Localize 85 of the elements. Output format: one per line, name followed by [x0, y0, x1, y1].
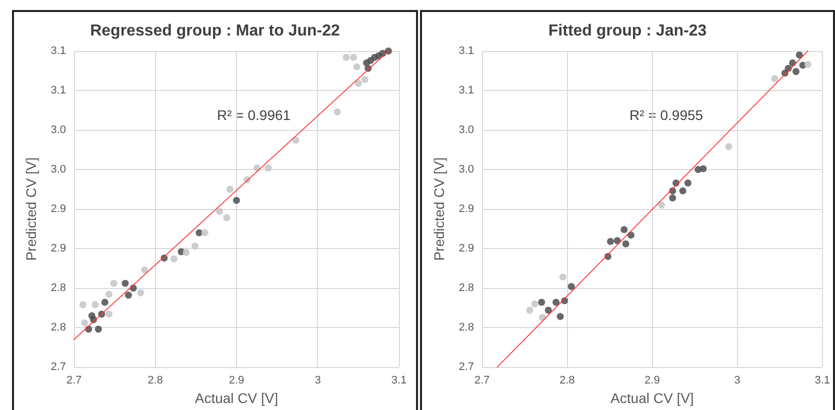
- y-tick-label: 3.1: [458, 45, 474, 57]
- point: [354, 80, 362, 87]
- y-tick-label: 3.1: [458, 84, 474, 97]
- y-axis-title: Predicted CV [V]: [431, 157, 447, 261]
- point: [363, 59, 370, 66]
- x-tick-label: 3.1: [391, 374, 407, 387]
- point: [679, 187, 686, 194]
- y-tick-label: 2.9: [458, 203, 474, 216]
- x-tick-label: 2.7: [474, 374, 490, 387]
- y-tick-label: 3.0: [50, 164, 66, 176]
- x-tick-label: 2.9: [228, 374, 244, 387]
- point: [79, 301, 86, 308]
- y-tick-label: 3.0: [50, 124, 66, 136]
- point: [141, 266, 148, 274]
- x-axis-title: Actual CV [V]: [610, 390, 694, 406]
- point: [538, 298, 546, 306]
- point: [725, 143, 732, 150]
- point: [334, 108, 341, 116]
- y-tick-label: 2.9: [50, 242, 66, 255]
- y-tick-label: 3.1: [50, 45, 66, 57]
- point: [292, 136, 300, 144]
- point: [192, 242, 199, 250]
- x-axis-title: Actual CV [V]: [194, 390, 278, 406]
- point: [669, 194, 676, 202]
- point: [342, 54, 350, 61]
- point: [124, 292, 132, 299]
- point: [684, 179, 692, 186]
- y-tick-label: 2.9: [50, 203, 66, 216]
- x-tick-label: 3: [734, 374, 740, 387]
- point: [792, 68, 800, 76]
- chart-title: Fitted group : Jan-23: [548, 22, 707, 40]
- y-tick-label: 3.1: [50, 84, 66, 97]
- point: [568, 282, 575, 290]
- x-tick-label: 3.1: [814, 374, 830, 387]
- point: [92, 301, 99, 308]
- point: [201, 229, 208, 236]
- point: [606, 238, 614, 245]
- y-tick-label: 2.8: [458, 282, 474, 294]
- point: [350, 54, 357, 61]
- point: [216, 208, 223, 215]
- point: [101, 298, 108, 306]
- y-tick-label: 3.0: [458, 164, 474, 176]
- point: [182, 249, 190, 256]
- point: [526, 306, 534, 314]
- y-tick-label: 2.7: [458, 361, 474, 374]
- y-tick-label: 3.0: [458, 124, 474, 136]
- point: [804, 60, 812, 68]
- x-tick-label: 3: [314, 374, 321, 387]
- point: [556, 313, 564, 320]
- y-tick-label: 2.9: [458, 242, 474, 255]
- y-tick-label: 2.7: [50, 361, 66, 374]
- y-tick-label: 2.8: [50, 282, 66, 294]
- point: [233, 196, 240, 204]
- point: [137, 289, 144, 296]
- x-tick-label: 2.8: [148, 374, 163, 387]
- point: [552, 298, 560, 306]
- x-tick-label: 2.9: [644, 374, 660, 387]
- point: [226, 186, 234, 193]
- point: [122, 280, 129, 287]
- point: [771, 75, 778, 82]
- point: [105, 290, 112, 298]
- chart-title: Regressed group : Mar to Jun-22: [90, 22, 340, 40]
- point: [694, 166, 702, 174]
- point: [620, 226, 628, 234]
- point: [544, 306, 552, 314]
- point: [105, 310, 112, 318]
- x-tick-label: 2.7: [66, 374, 82, 387]
- point: [110, 280, 118, 287]
- point: [264, 164, 272, 172]
- point: [531, 300, 538, 308]
- point: [170, 255, 178, 262]
- y-tick-label: 2.8: [50, 322, 66, 334]
- point: [796, 51, 803, 58]
- y-tick-label: 2.8: [458, 322, 474, 334]
- point: [658, 202, 666, 209]
- point: [94, 326, 102, 333]
- point: [81, 319, 88, 326]
- point: [223, 214, 230, 222]
- point: [361, 76, 368, 83]
- point: [622, 240, 630, 248]
- point: [353, 63, 360, 70]
- y-axis-title: Predicted CV [V]: [23, 157, 39, 261]
- point: [614, 237, 621, 244]
- point: [559, 274, 566, 281]
- x-tick-label: 2.8: [559, 374, 575, 387]
